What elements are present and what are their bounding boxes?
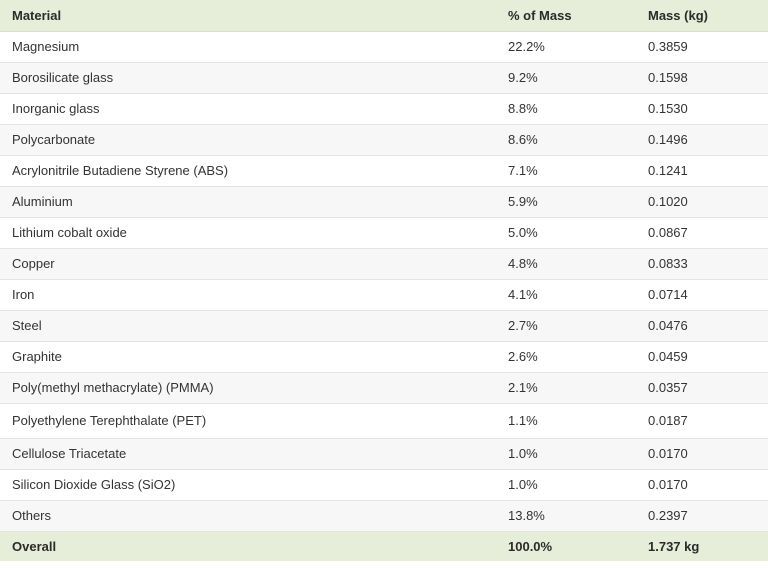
table-header: Material % of Mass Mass (kg) [0, 0, 768, 32]
cell-mass: 0.0187 [648, 413, 688, 428]
cell-percent: 22.2% [508, 39, 545, 54]
cell-material: Iron [12, 287, 35, 302]
cell-percent: 2.7% [508, 318, 538, 333]
total-label: Overall [12, 538, 57, 554]
cell-percent: 5.0% [508, 225, 538, 240]
table-row: Cellulose Triacetate 1.0% 0.0170 [0, 438, 768, 469]
total-percent: 100.0% [508, 538, 553, 554]
cell-mass: 0.2397 [648, 508, 688, 523]
cell-percent: 8.8% [508, 101, 538, 116]
cell-material: Polyethylene Terephthalate (PET) [12, 413, 207, 428]
cell-material: Silicon Dioxide Glass (SiO2) [12, 477, 176, 492]
cell-mass: 0.0714 [648, 287, 688, 302]
table-row: Inorganic glass 8.8% 0.1530 [0, 93, 768, 124]
cell-mass: 0.0476 [648, 318, 688, 333]
cell-material: Copper [12, 256, 55, 271]
cell-material: Poly(methyl methacrylate) (PMMA) [12, 380, 214, 395]
cell-material: Cellulose Triacetate [12, 446, 127, 461]
cell-percent: 1.0% [508, 477, 538, 492]
table-row: Magnesium 22.2% 0.3859 [0, 31, 768, 62]
cell-percent: 1.0% [508, 446, 538, 461]
cell-mass: 0.1496 [648, 132, 688, 147]
cell-mass: 0.0170 [648, 446, 688, 461]
cell-percent: 8.6% [508, 132, 538, 147]
cell-material: Magnesium [12, 39, 80, 54]
total-mass: 1.737 kg [648, 538, 700, 554]
cell-mass: 0.1530 [648, 101, 688, 116]
cell-mass: 0.3859 [648, 39, 688, 54]
header-row: Material % of Mass Mass (kg) [0, 0, 768, 32]
cell-percent: 7.1% [508, 163, 538, 178]
cell-material: Steel [12, 318, 42, 333]
cell-percent: 5.9% [508, 194, 538, 209]
header-mass-kg: Mass (kg) [636, 0, 768, 32]
cell-material: Inorganic glass [12, 101, 100, 116]
table-row: Silicon Dioxide Glass (SiO2) 1.0% 0.0170 [0, 469, 768, 500]
cell-material: Others [12, 508, 52, 523]
table-row: Graphite 2.6% 0.0459 [0, 341, 768, 372]
total-row: Overall 100.0% 1.737 kg [0, 531, 768, 561]
cell-material: Graphite [12, 349, 62, 364]
cell-mass: 0.0170 [648, 477, 688, 492]
header-material: Material [0, 0, 496, 32]
table-row: Lithium cobalt oxide 5.0% 0.0867 [0, 217, 768, 248]
table-body: Magnesium 22.2% 0.3859 Borosilicate glas… [0, 31, 768, 531]
table-row: Borosilicate glass 9.2% 0.1598 [0, 62, 768, 93]
cell-mass: 0.1598 [648, 70, 688, 85]
cell-percent: 4.8% [508, 256, 538, 271]
cell-percent: 1.1% [508, 413, 538, 428]
cell-percent: 13.8% [508, 508, 545, 523]
cell-percent: 4.1% [508, 287, 538, 302]
table-footer: Overall 100.0% 1.737 kg [0, 531, 768, 561]
table-row: Polycarbonate 8.6% 0.1496 [0, 124, 768, 155]
cell-mass: 0.1020 [648, 194, 688, 209]
cell-percent: 2.6% [508, 349, 538, 364]
table-row: Aluminium 5.9% 0.1020 [0, 186, 768, 217]
cell-mass: 0.0357 [648, 380, 688, 395]
cell-material: Aluminium [12, 194, 73, 209]
cell-mass: 0.0867 [648, 225, 688, 240]
table-row: Polyethylene Terephthalate (PET) 1.1% 0.… [0, 403, 768, 438]
cell-mass: 0.1241 [648, 163, 688, 178]
cell-mass: 0.0833 [648, 256, 688, 271]
cell-percent: 9.2% [508, 70, 538, 85]
table-row: Others 13.8% 0.2397 [0, 500, 768, 531]
cell-material: Polycarbonate [12, 132, 96, 147]
cell-percent: 2.1% [508, 380, 538, 395]
cell-material: Acrylonitrile Butadiene Styrene (ABS) [12, 163, 229, 178]
table-row: Steel 2.7% 0.0476 [0, 310, 768, 341]
table-row: Copper 4.8% 0.0833 [0, 248, 768, 279]
table-row: Iron 4.1% 0.0714 [0, 279, 768, 310]
table-row: Acrylonitrile Butadiene Styrene (ABS) 7.… [0, 155, 768, 186]
cell-material: Lithium cobalt oxide [12, 225, 127, 240]
table-row: Poly(methyl methacrylate) (PMMA) 2.1% 0.… [0, 372, 768, 403]
cell-mass: 0.0459 [648, 349, 688, 364]
cell-material: Borosilicate glass [12, 70, 114, 85]
header-percent-of-mass: % of Mass [496, 0, 636, 32]
